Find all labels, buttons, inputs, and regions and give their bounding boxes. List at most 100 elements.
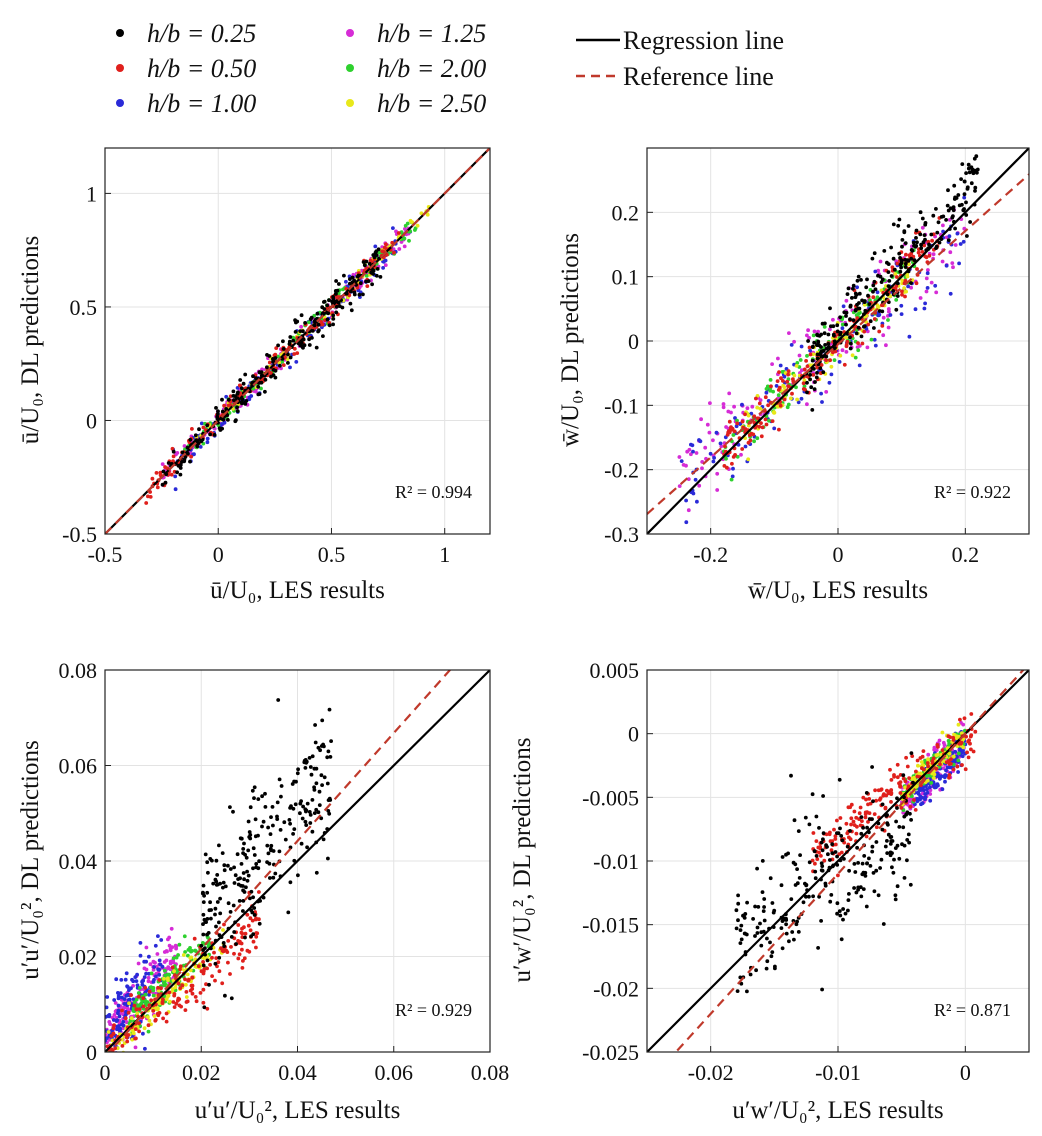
data-point <box>926 752 931 757</box>
data-point <box>811 333 816 338</box>
data-point <box>131 1031 136 1036</box>
data-point <box>161 980 166 985</box>
x-tick-label: 0 <box>833 542 844 567</box>
data-point <box>840 326 845 331</box>
data-point <box>858 805 863 810</box>
data-point <box>274 346 279 350</box>
data-point <box>815 352 820 357</box>
data-point <box>968 734 973 739</box>
data-point <box>247 949 252 954</box>
data-point <box>226 418 230 422</box>
data-point <box>111 1026 116 1031</box>
data-point <box>797 353 802 358</box>
data-point <box>959 177 963 182</box>
data-point <box>229 996 234 1001</box>
data-point <box>691 449 695 454</box>
data-point <box>776 356 780 361</box>
data-point <box>221 880 226 885</box>
data-point <box>217 920 221 925</box>
data-point <box>865 345 870 350</box>
data-point <box>123 977 128 982</box>
data-point <box>957 261 961 266</box>
data-point <box>830 851 835 855</box>
data-point <box>708 401 712 405</box>
data-point <box>922 233 927 238</box>
data-point <box>895 884 900 889</box>
data-point <box>184 982 188 987</box>
data-point <box>776 388 781 392</box>
data-point <box>876 313 880 318</box>
data-point <box>863 874 868 878</box>
data-point <box>265 353 269 357</box>
data-point <box>856 348 861 353</box>
data-point <box>290 782 295 786</box>
data-point <box>148 962 153 967</box>
data-point <box>918 296 923 300</box>
data-point <box>143 985 148 990</box>
data-point <box>233 394 238 398</box>
data-point <box>766 403 770 408</box>
data-point <box>816 946 820 950</box>
data-point <box>872 279 877 284</box>
data-point <box>800 368 804 372</box>
data-point <box>815 343 819 347</box>
data-point <box>304 823 309 827</box>
data-point <box>319 773 324 778</box>
data-point <box>790 391 794 396</box>
data-point <box>253 817 258 822</box>
data-point <box>205 860 210 865</box>
data-point <box>765 936 769 941</box>
data-point <box>251 932 256 937</box>
data-point <box>770 419 775 423</box>
x-tick-label: 0 <box>213 542 224 567</box>
data-point <box>837 360 842 364</box>
data-point <box>886 318 890 322</box>
data-point <box>747 433 752 438</box>
data-point <box>940 259 945 264</box>
legend-marker-4 <box>346 64 354 72</box>
data-point <box>868 801 873 806</box>
data-point <box>307 810 312 814</box>
data-point <box>829 364 834 369</box>
data-point <box>137 1021 142 1026</box>
data-point <box>686 508 691 513</box>
data-point <box>373 250 378 255</box>
data-point <box>736 901 741 906</box>
data-point <box>892 267 897 272</box>
data-point <box>260 794 264 799</box>
legend-marker-5 <box>346 99 354 107</box>
data-point <box>929 781 934 785</box>
data-point <box>275 817 280 821</box>
data-point <box>764 966 769 971</box>
data-point <box>738 941 743 945</box>
data-point <box>162 968 167 973</box>
data-point <box>781 383 786 388</box>
data-point <box>903 261 908 266</box>
data-point <box>229 945 233 949</box>
data-point <box>919 802 923 807</box>
data-point <box>974 154 979 159</box>
data-point <box>886 307 891 311</box>
data-point <box>240 926 244 931</box>
data-point <box>193 995 198 999</box>
data-point <box>331 313 336 318</box>
data-point <box>906 284 910 289</box>
data-point <box>807 894 811 899</box>
data-point <box>719 444 724 449</box>
data-point <box>213 912 217 917</box>
legend-marker-1 <box>116 64 124 72</box>
data-point <box>780 946 785 951</box>
data-point <box>974 142 978 146</box>
data-point <box>222 863 227 868</box>
data-point <box>838 353 843 358</box>
data-point <box>221 928 225 932</box>
data-point <box>936 783 940 788</box>
data-point <box>854 831 859 836</box>
data-point <box>312 785 316 790</box>
data-point <box>116 996 121 1001</box>
data-point <box>178 986 183 990</box>
data-point <box>920 250 925 254</box>
data-point <box>348 289 353 294</box>
data-point <box>786 369 791 373</box>
data-point <box>263 805 268 809</box>
